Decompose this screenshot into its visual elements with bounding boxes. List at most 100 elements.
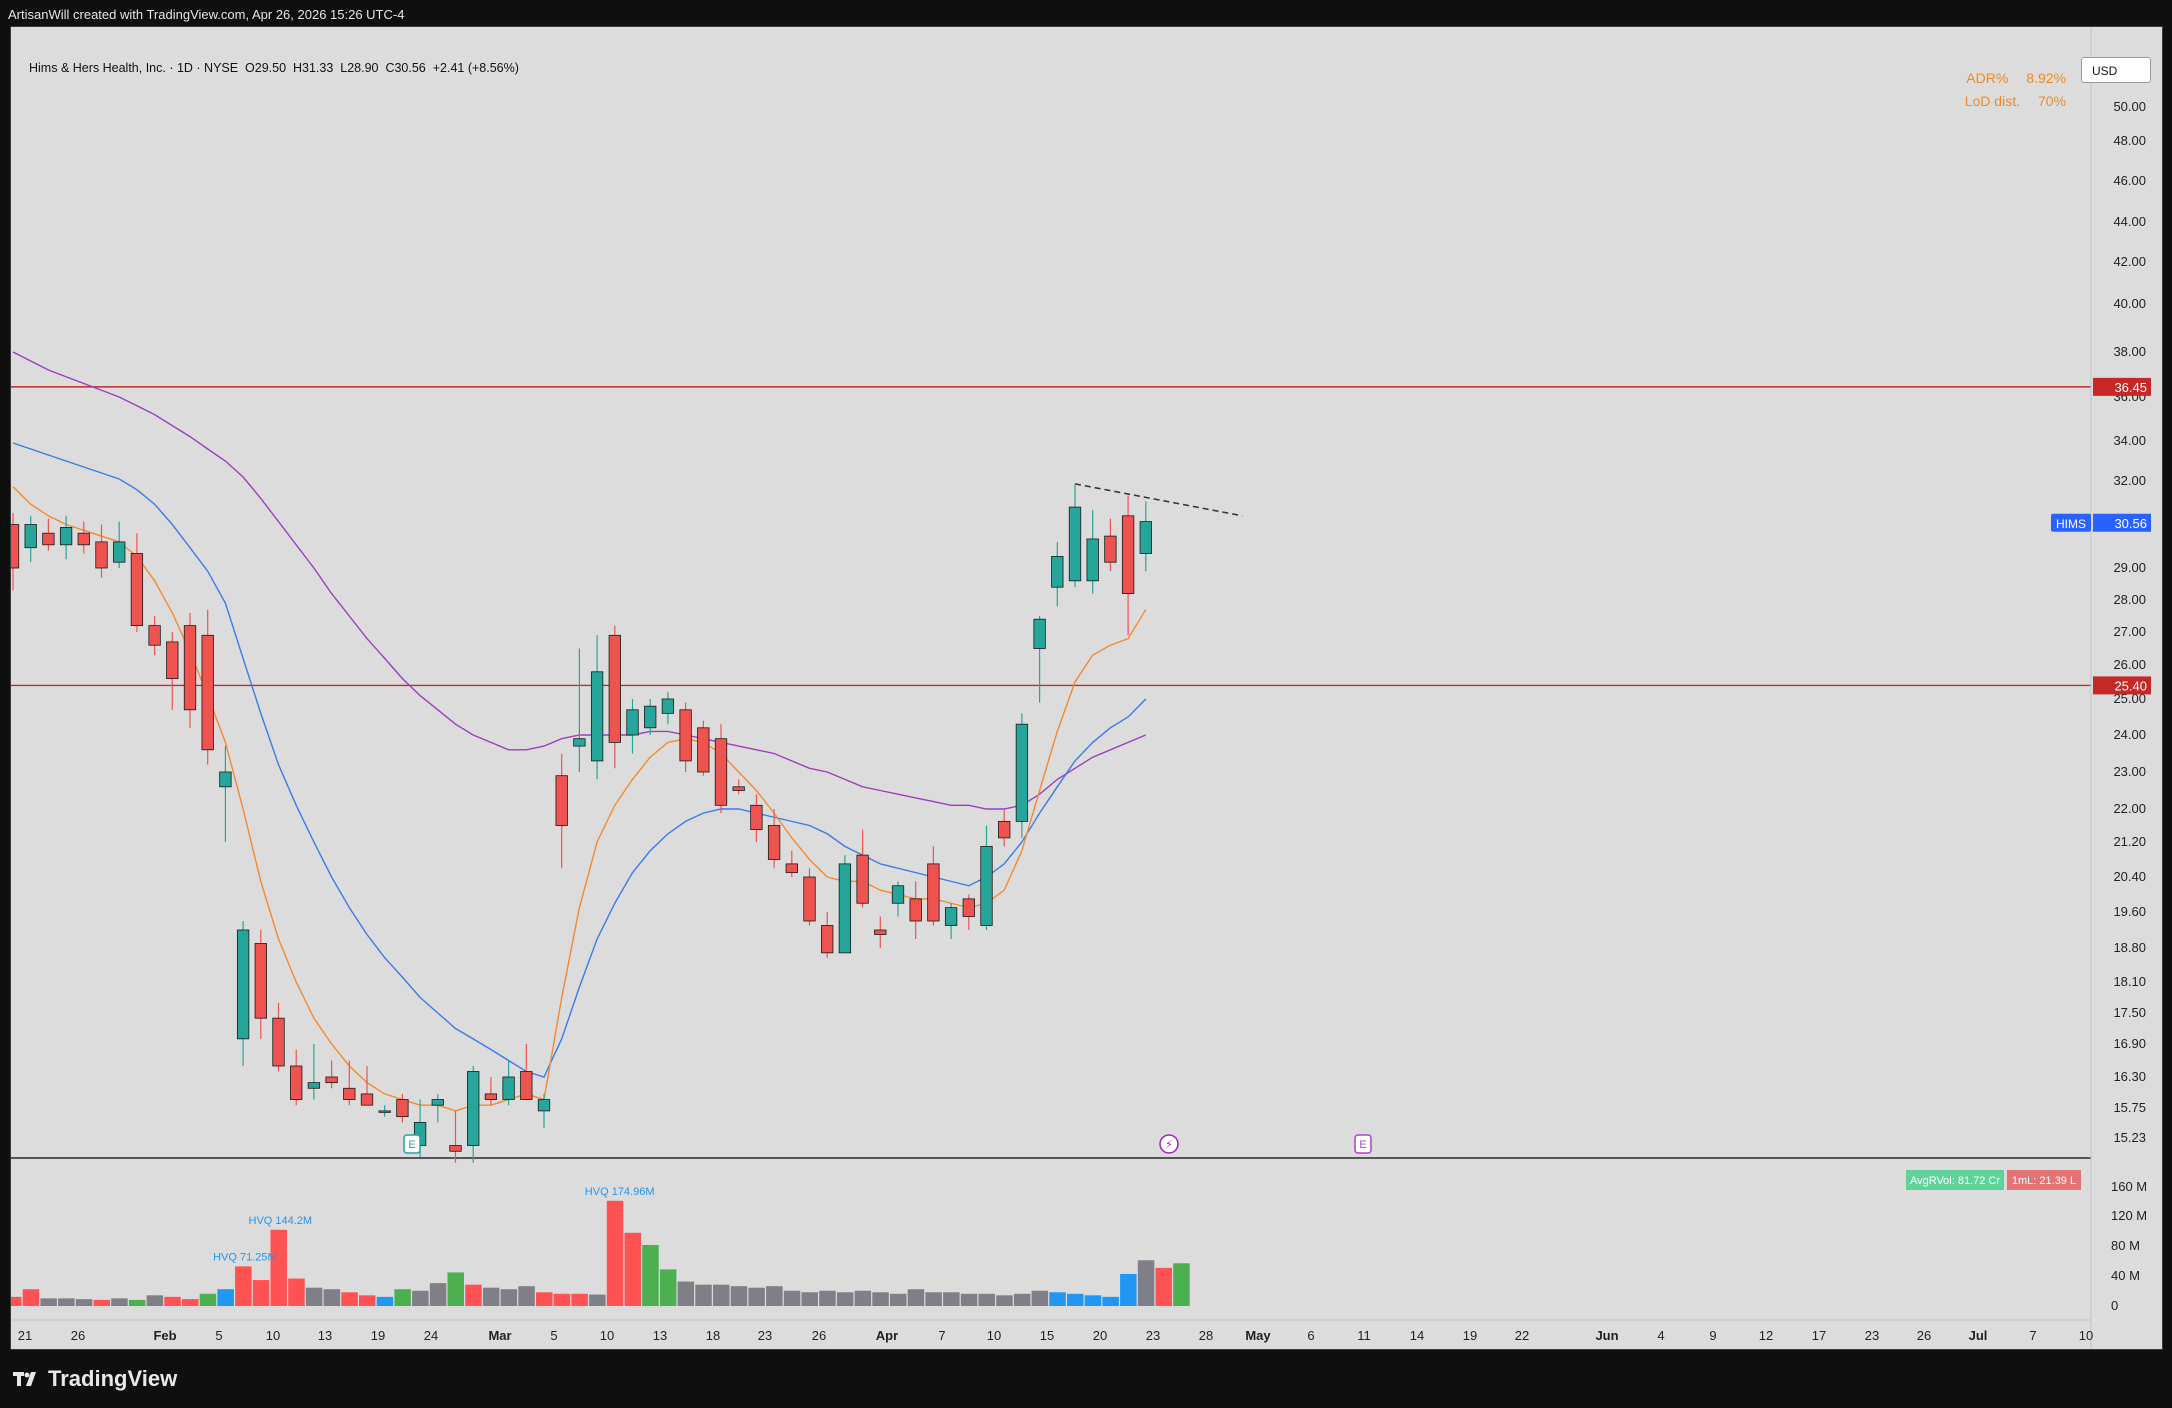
- candle[interactable]: [944, 903, 958, 939]
- candle-body: [343, 1087, 356, 1100]
- volume-bar: [447, 1272, 464, 1306]
- candle[interactable]: [219, 746, 232, 842]
- candle[interactable]: [360, 1066, 374, 1106]
- candle[interactable]: [467, 1066, 480, 1163]
- volume-bar: [465, 1284, 482, 1306]
- date-tick-label: 19: [371, 1328, 385, 1343]
- candle[interactable]: [767, 809, 781, 869]
- candle[interactable]: [1104, 518, 1117, 572]
- volume-bar: [376, 1296, 394, 1306]
- candle[interactable]: [927, 846, 940, 926]
- price-tick-label: 40.00: [2113, 296, 2146, 311]
- candle[interactable]: [555, 753, 568, 869]
- date-tick-label: 10: [2079, 1328, 2093, 1343]
- legend-low: L28.90: [340, 61, 379, 75]
- candle[interactable]: [290, 1049, 303, 1106]
- candle[interactable]: [785, 850, 798, 877]
- candle-body: [909, 898, 922, 922]
- candle[interactable]: [520, 1044, 533, 1100]
- candle[interactable]: [1015, 713, 1029, 838]
- earnings-marker-icon[interactable]: E: [1354, 1134, 1372, 1154]
- candle[interactable]: [166, 632, 179, 710]
- candle[interactable]: [130, 533, 144, 632]
- candle[interactable]: [325, 1060, 338, 1089]
- candle[interactable]: [838, 855, 852, 954]
- chart-canvas[interactable]: HVQ 144.2M HVQ 71.25M HVQ 174.96M AvgRVol: …: [5, 27, 2162, 1349]
- candle[interactable]: [697, 720, 710, 776]
- candle[interactable]: [856, 829, 869, 908]
- currency-selector[interactable]: USD: [2081, 57, 2151, 83]
- candle[interactable]: [714, 724, 728, 814]
- volume-bar: [1013, 1293, 1031, 1306]
- candle[interactable]: [644, 699, 657, 735]
- price-tick-label: 29.00: [2113, 560, 2146, 575]
- candle[interactable]: [484, 1077, 498, 1106]
- candle[interactable]: [1086, 510, 1099, 594]
- candle[interactable]: [77, 521, 90, 554]
- level-tag-36-45: 36.45: [2093, 377, 2151, 396]
- candle[interactable]: [537, 1093, 551, 1129]
- volume-bar: [341, 1292, 358, 1306]
- candle[interactable]: [201, 609, 214, 765]
- candle[interactable]: [254, 930, 267, 1039]
- candle[interactable]: [909, 881, 922, 939]
- candle[interactable]: [42, 518, 55, 551]
- candle[interactable]: [590, 635, 604, 780]
- candle[interactable]: [998, 809, 1011, 847]
- candle[interactable]: [1139, 501, 1152, 572]
- candle-body: [467, 1071, 480, 1146]
- price-tick-label: 26.00: [2113, 657, 2146, 672]
- candle[interactable]: [732, 779, 745, 795]
- candle[interactable]: [396, 1093, 409, 1123]
- candle[interactable]: [573, 648, 586, 773]
- volume-bar: [589, 1294, 606, 1306]
- date-tick-label: 23: [1146, 1328, 1160, 1343]
- candle[interactable]: [1068, 483, 1082, 588]
- candle[interactable]: [307, 1044, 321, 1100]
- date-tick-label: 26: [1917, 1328, 1931, 1343]
- volume-bar: [783, 1290, 801, 1306]
- candle[interactable]: [750, 794, 763, 842]
- candle[interactable]: [1121, 495, 1135, 636]
- chart-frame[interactable]: HVQ 144.2M HVQ 71.25M HVQ 174.96M AvgRVol: …: [5, 26, 2163, 1350]
- candle[interactable]: [962, 894, 975, 931]
- candle[interactable]: [113, 521, 126, 568]
- candle[interactable]: [821, 912, 834, 958]
- candle[interactable]: [626, 699, 639, 754]
- volume-bar: [58, 1298, 75, 1306]
- candle[interactable]: [59, 515, 73, 560]
- candle[interactable]: [343, 1060, 356, 1106]
- volume-bar: [22, 1289, 40, 1306]
- candle-body: [201, 634, 214, 751]
- candle[interactable]: [272, 1002, 285, 1072]
- candle[interactable]: [378, 1105, 391, 1117]
- volume-tick-label: 80 M: [2111, 1238, 2140, 1253]
- candle[interactable]: [661, 692, 675, 725]
- candle[interactable]: [502, 1060, 515, 1106]
- candle[interactable]: [431, 1093, 444, 1123]
- date-tick-label: 22: [1515, 1328, 1529, 1343]
- candle[interactable]: [183, 612, 197, 728]
- earnings-marker-icon[interactable]: E: [403, 1134, 421, 1154]
- candle[interactable]: [803, 868, 816, 926]
- candle[interactable]: [236, 921, 250, 1066]
- candle[interactable]: [95, 524, 108, 578]
- candle[interactable]: [449, 1110, 462, 1163]
- candle[interactable]: [608, 625, 621, 769]
- svg-text:AvgRVol: 81.72 Cr: AvgRVol: 81.72 Cr: [1910, 1175, 2000, 1187]
- price-tick-label: 25.00: [2113, 691, 2146, 706]
- candle-body: [219, 771, 232, 788]
- candle[interactable]: [148, 616, 161, 656]
- dividend-marker-icon[interactable]: ⚡: [1159, 1134, 1179, 1154]
- candle[interactable]: [874, 916, 887, 949]
- price-tick-label: 18.10: [2113, 974, 2146, 989]
- candle[interactable]: [24, 515, 37, 563]
- price-tick-label: 18.80: [2113, 940, 2146, 955]
- candle-body: [697, 727, 710, 773]
- candle[interactable]: [980, 825, 993, 931]
- candle[interactable]: [891, 881, 905, 917]
- candle[interactable]: [679, 702, 692, 772]
- candle[interactable]: [1051, 541, 1064, 607]
- candle[interactable]: [1033, 616, 1046, 703]
- price-tick-label: 16.90: [2113, 1036, 2146, 1051]
